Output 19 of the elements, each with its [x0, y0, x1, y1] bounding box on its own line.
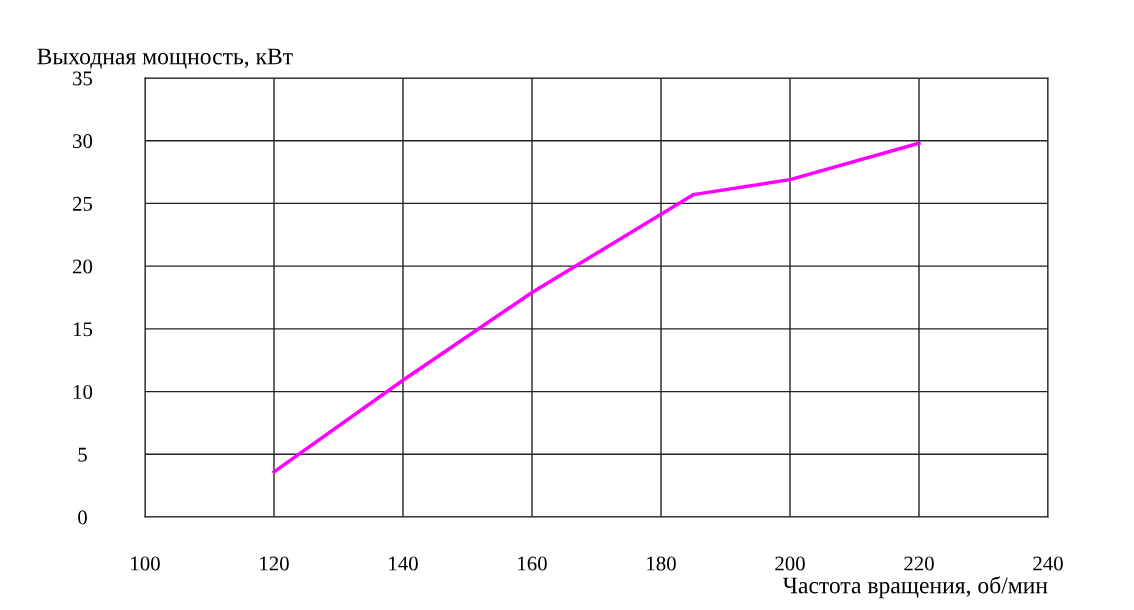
- y-tick-label: 15: [73, 322, 93, 337]
- y-tick-label: 10: [73, 384, 93, 399]
- y-tick-label: 5: [78, 447, 87, 462]
- y-tick-label: 20: [73, 259, 93, 274]
- x-tick-label: 100: [131, 556, 160, 571]
- x-tick-label: 160: [518, 556, 547, 571]
- x-tick-label: 240: [1033, 556, 1063, 571]
- y-tick-label: 25: [73, 196, 93, 211]
- x-tick-label: 140: [389, 556, 418, 571]
- x-tick-label: 220: [904, 556, 934, 571]
- y-tick-label: 30: [73, 134, 93, 149]
- x-tick-label: 120: [260, 556, 289, 571]
- x-tick-label: 200: [775, 556, 805, 571]
- x-axis-title: Частота вращения, об/мин: [782, 576, 1048, 599]
- line-series: [272, 141, 921, 474]
- y-axis-title: Выходная мощность, кВт: [37, 48, 293, 70]
- y-tick-label: 0: [78, 510, 87, 525]
- x-tick-label: 180: [647, 556, 676, 571]
- y-tick-label: 35: [73, 71, 93, 86]
